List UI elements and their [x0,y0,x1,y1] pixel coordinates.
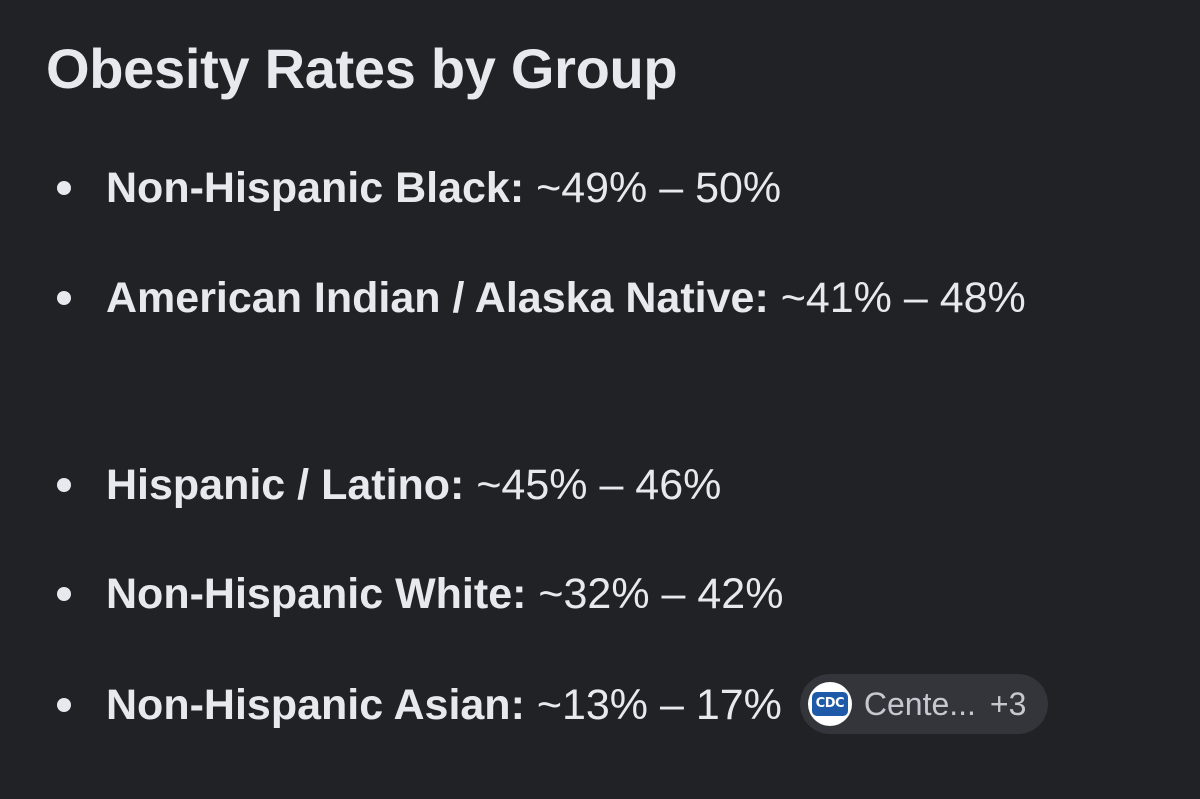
list-item-non-hispanic-white: Non-Hispanic White: ~32% – 42% [57,555,1066,633]
rate-value: ~13% – 17% [524,681,782,729]
bullet-dot-icon [57,291,71,305]
list-item-non-hispanic-asian: Non-Hispanic Asian: ~13% – 17% CDC Cente… [57,666,1066,744]
group-label: American Indian / Alaska Native: [106,274,769,322]
bullet-dot-icon [57,698,71,712]
bullet-dot-icon [57,587,71,601]
rate-value: ~41% – 48% [768,274,1026,322]
source-chip-more-count: +3 [989,685,1027,722]
group-label: Non-Hispanic Black: [106,164,525,212]
list-item-non-hispanic-black: Non-Hispanic Black: ~49% – 50% [57,149,1066,227]
rate-value: ~49% – 50% [524,164,782,212]
source-citation-chip[interactable]: CDC Cente... +3 [799,673,1049,734]
group-label: Non-Hispanic Asian: [106,681,525,729]
cdc-logo-icon: CDC [807,681,852,726]
list-item-american-indian-alaska-native: American Indian / Alaska Native: ~41% – … [57,259,1066,337]
source-chip-label: Cente... [863,685,976,722]
group-label: Non-Hispanic White: [106,570,527,618]
bullet-dot-icon [57,181,71,195]
cdc-logo-text: CDC [811,691,848,716]
bullet-dot-icon [57,478,71,492]
rate-value: ~45% – 46% [464,461,722,509]
list-item-hispanic-latino: Hispanic / Latino: ~45% – 46% [57,446,1066,524]
section-heading: Obesity Rates by Group [46,37,678,100]
group-label: Hispanic / Latino: [106,461,465,509]
rate-value: ~32% – 42% [526,570,784,618]
